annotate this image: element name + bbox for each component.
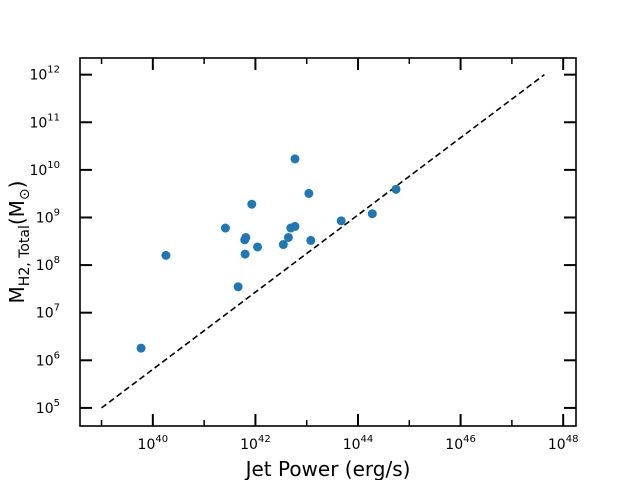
data-point <box>247 199 257 209</box>
y-tick-label: 107 <box>36 303 60 322</box>
data-point <box>336 216 346 226</box>
x-axis-label: Jet Power (erg/s) <box>244 457 411 480</box>
y-tick-label: 106 <box>36 350 60 369</box>
y-tick-label: 1011 <box>29 112 60 131</box>
data-point <box>161 250 171 260</box>
data-point <box>240 249 250 259</box>
y-tick-label: 105 <box>36 398 60 417</box>
y-axis-ticks: 105 106 107 108 109 1010 1011 1012 <box>29 65 576 417</box>
x-axis-ticks: 1040 1042 1044 1046 1048 <box>100 58 579 453</box>
data-point <box>367 209 377 219</box>
data-point <box>304 188 314 198</box>
x-tick-label: 1042 <box>240 434 271 453</box>
y-tick-label: 108 <box>36 255 60 274</box>
data-point <box>278 240 288 250</box>
y-tick-label: 109 <box>36 207 60 226</box>
x-tick-label: 1044 <box>343 434 374 453</box>
data-point <box>290 154 300 164</box>
x-tick-label: 1046 <box>445 434 476 453</box>
data-point <box>220 223 230 233</box>
reference-line-dashed <box>101 74 545 409</box>
x-tick-label: 1048 <box>548 434 579 453</box>
axes-frame <box>79 57 577 427</box>
data-point <box>290 221 300 231</box>
data-point <box>233 282 243 292</box>
data-point <box>253 242 263 252</box>
data-point <box>391 184 401 194</box>
data-point <box>283 232 293 242</box>
data-point <box>136 343 146 353</box>
x-tick-label: 1040 <box>138 434 169 453</box>
data-marks <box>101 74 545 409</box>
y-axis-label: MH2, Total(M⊙) <box>5 181 33 304</box>
y-tick-label: 1010 <box>29 160 60 179</box>
data-point <box>306 235 316 245</box>
y-tick-label: 1012 <box>29 65 60 84</box>
data-point <box>241 232 251 242</box>
